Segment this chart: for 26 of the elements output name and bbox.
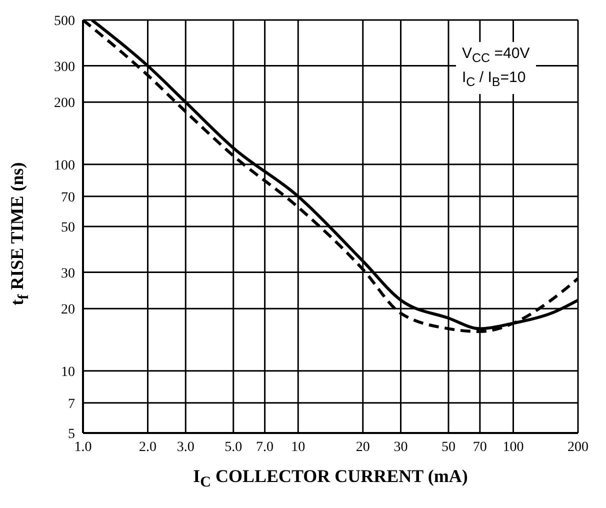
y-tick-label: 10 [61,364,75,380]
annotation: I$_{C}$ / I$_{B}$=10 [462,68,527,91]
y-tick-label: 7 [68,396,75,412]
x-tick-label: 20 [356,440,370,455]
x-tick-label: 50 [441,440,456,455]
x-tick-label: 2.0 [139,440,157,455]
y-tick-label: 20 [61,302,75,318]
x-tick-label: 1.0 [74,440,92,455]
x-tick-label: 10 [291,440,306,455]
y-tick-label: 200 [54,96,75,112]
x-tick-label: 200 [568,440,588,455]
x-tick-label: 70 [472,440,487,455]
annotation: V$_{CC}$ =40V [462,44,530,67]
y-tick-label: 5 [68,426,75,442]
y-tick-label: 50 [61,220,75,236]
y-tick-label: 300 [54,60,75,75]
x-tick-label: 5.0 [224,440,242,455]
x-tick-label: 7.0 [256,440,274,455]
x-tick-label: 30 [394,440,408,455]
y-tick-label: 100 [54,158,75,174]
x-tick-label: 3.0 [176,440,194,455]
y-tick-label: 30 [61,266,75,282]
y-tick-label: 70 [61,190,75,206]
x-tick-label: 100 [502,440,524,455]
y-tick-label: 500 [54,14,75,29]
x-axis-title: I$_{C}$ COLLECTOR CURRENT (mA) [192,466,469,492]
